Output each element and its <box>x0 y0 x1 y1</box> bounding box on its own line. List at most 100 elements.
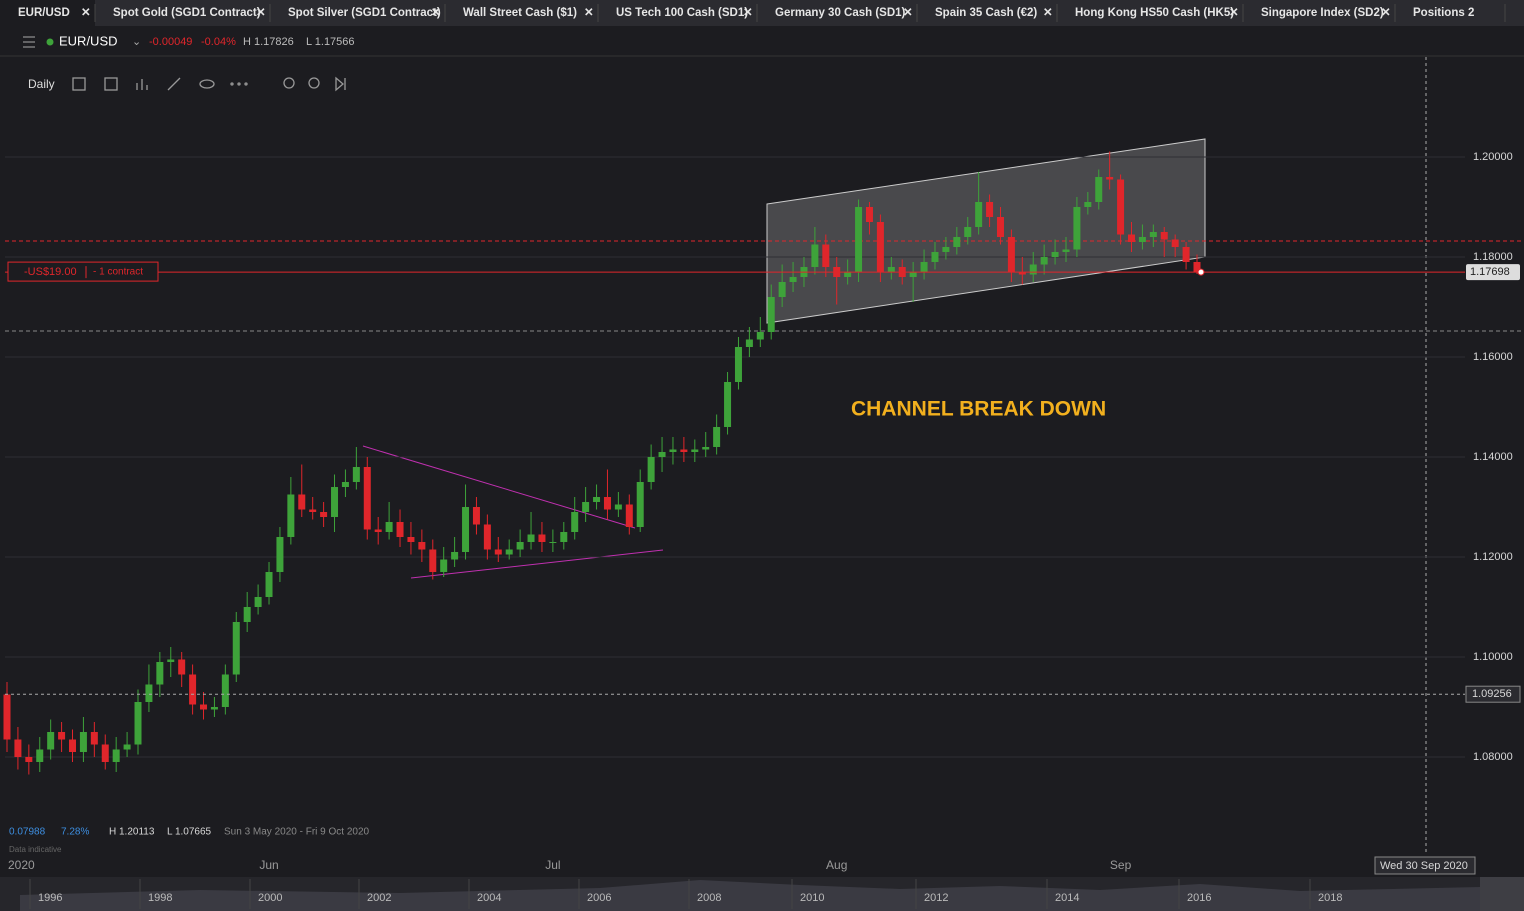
tab-close[interactable]: ✕ <box>1043 7 1053 19</box>
x-tick-label: Jul <box>545 858 560 872</box>
candle-body <box>112 749 120 762</box>
position-size: - 1 contract <box>93 267 143 278</box>
candle-body <box>36 749 44 762</box>
candle-body <box>647 457 655 482</box>
candle-body <box>713 427 721 447</box>
candle-body <box>385 522 393 532</box>
channel-drawing[interactable] <box>766 138 1206 324</box>
positions-count: 2 <box>1468 7 1474 19</box>
y-tick-label: 1.12000 <box>1473 551 1513 563</box>
candle-body <box>462 507 470 552</box>
change-pct: -0.04% <box>201 36 236 48</box>
candle-body <box>1051 252 1059 257</box>
candle-body <box>516 542 524 550</box>
candle-body <box>396 522 404 537</box>
tab-close[interactable]: ✕ <box>1381 7 1391 19</box>
candle-body <box>472 507 480 525</box>
tab-close[interactable]: ✕ <box>1229 7 1239 19</box>
y-tick-label: 1.10000 <box>1473 651 1513 663</box>
navigator-year: 1998 <box>148 892 172 904</box>
candle-body <box>69 739 77 752</box>
active-tab[interactable] <box>0 0 95 26</box>
triangle-lower[interactable] <box>410 549 664 579</box>
info-low: L 1.07665 <box>167 827 212 838</box>
candle-body <box>986 202 994 217</box>
crosshair-date-box <box>1374 856 1476 875</box>
navigator-window[interactable] <box>1480 877 1524 911</box>
position-box[interactable] <box>7 261 159 282</box>
tab-label[interactable]: Positions <box>1413 7 1465 19</box>
crosshair-date-label: Wed 30 Sep 2020 <box>1380 860 1468 872</box>
tab-close[interactable]: ✕ <box>743 7 753 19</box>
x-tick-label: Jun <box>259 858 278 872</box>
candle-body <box>167 659 175 662</box>
tab-close[interactable]: ✕ <box>431 7 441 19</box>
candle-body <box>331 487 339 517</box>
triangle-upper[interactable] <box>362 445 636 529</box>
tab-close[interactable]: ✕ <box>584 7 594 19</box>
navigator-year: 2010 <box>800 892 824 904</box>
candle-body <box>876 222 884 272</box>
menu-icon[interactable] <box>23 36 35 48</box>
candle-body <box>603 497 611 510</box>
header-bar <box>0 26 1524 56</box>
candle-body <box>1095 177 1103 202</box>
candle-body <box>1171 239 1179 247</box>
candle-body <box>254 597 262 607</box>
candle-body <box>778 282 786 297</box>
tab-label[interactable]: Spain 35 Cash (€2) <box>935 7 1037 19</box>
candle-body <box>134 702 142 745</box>
candle-body <box>79 732 87 752</box>
tab-label[interactable]: Germany 30 Cash (SD1) <box>775 7 906 19</box>
navigator-year: 2002 <box>367 892 391 904</box>
candle-body <box>865 207 873 222</box>
candle-body <box>789 277 797 282</box>
candle-body <box>1138 237 1146 242</box>
tab-close[interactable]: ✕ <box>903 7 913 19</box>
y-tick-label: 1.18000 <box>1473 251 1513 263</box>
navigator-year: 2000 <box>258 892 282 904</box>
candle-body <box>407 537 415 542</box>
tab-label[interactable]: Hong Kong HS50 Cash (HK5) <box>1075 7 1234 19</box>
toolbar-icons[interactable] <box>72 76 346 92</box>
candle-body <box>691 449 699 452</box>
navigator-area <box>20 880 1480 911</box>
candle-body <box>811 244 819 267</box>
candle-body <box>58 732 66 740</box>
candle-body <box>996 217 1004 237</box>
tab-label[interactable]: Spot Silver (SGD1 Contract) <box>288 7 441 19</box>
candle-body <box>200 704 208 710</box>
candle-body <box>210 707 218 710</box>
tab-close[interactable]: ✕ <box>256 7 266 19</box>
tab-label[interactable]: Spot Gold (SGD1 Contract) <box>113 7 261 19</box>
candle-body <box>887 267 895 272</box>
candle-body <box>582 502 590 512</box>
candle-body <box>47 732 55 750</box>
info-note: Data indicative <box>9 845 62 854</box>
candle-body <box>418 542 426 550</box>
current-price-box <box>1466 264 1520 281</box>
candle-body <box>822 244 830 267</box>
candle-body <box>964 227 972 237</box>
dropdown[interactable]: ⌄ <box>132 36 141 48</box>
crosshair-price-box <box>1465 685 1521 703</box>
navigator-year: 2014 <box>1055 892 1079 904</box>
tab-label[interactable]: Singapore Index (SD2) <box>1261 7 1384 19</box>
x-tick-label: Sep <box>1110 858 1132 872</box>
candle-body <box>724 382 732 427</box>
tab-close[interactable]: ✕ <box>81 7 91 19</box>
candle-body <box>178 659 186 675</box>
candle-body <box>374 529 382 532</box>
y-tick-label: 1.20000 <box>1473 151 1513 163</box>
candle-body <box>855 207 863 272</box>
candle-body <box>298 494 306 510</box>
tab-label[interactable]: US Tech 100 Cash (SD1) <box>616 7 748 19</box>
tab-label[interactable]: EUR/USD <box>18 7 70 19</box>
candle-body <box>483 524 491 550</box>
timeframe[interactable]: Daily <box>28 77 55 91</box>
candle-body <box>265 572 273 597</box>
symbol[interactable]: EUR/USD <box>59 33 118 48</box>
tab-label[interactable]: Wall Street Cash ($1) <box>463 7 577 19</box>
